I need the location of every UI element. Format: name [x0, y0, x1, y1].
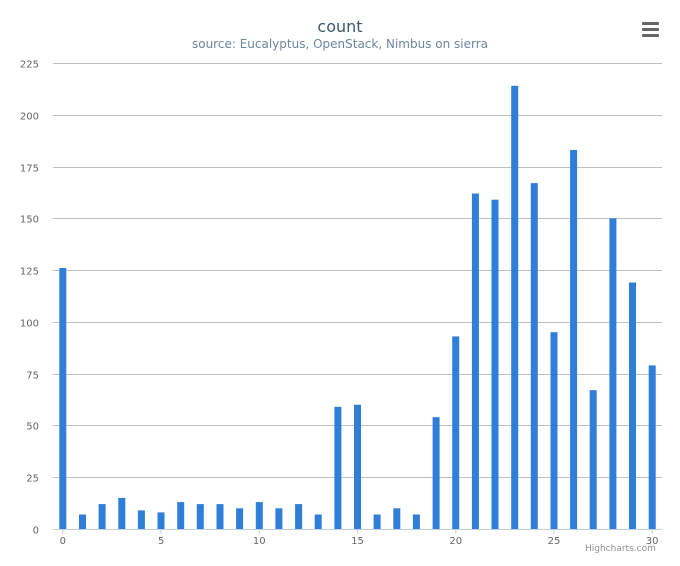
bar — [157, 512, 165, 529]
y-tick-label: 100 — [20, 319, 39, 330]
bar — [354, 404, 361, 529]
bar — [629, 282, 636, 529]
bar — [255, 502, 263, 529]
bar — [177, 502, 185, 529]
bar — [393, 508, 401, 529]
bar — [137, 510, 145, 529]
x-tick-label: 20 — [449, 536, 462, 547]
y-tick-label: 125 — [20, 267, 39, 278]
y-tick-label: 200 — [20, 112, 39, 123]
bar — [609, 218, 617, 530]
chart-title: count — [317, 17, 363, 36]
bar — [334, 406, 342, 529]
bar — [491, 199, 499, 529]
bar — [275, 508, 283, 529]
bar — [530, 183, 538, 529]
bar — [570, 150, 578, 529]
credits-link[interactable]: Highcharts.com — [585, 544, 656, 554]
bar — [373, 514, 381, 529]
chart-subtitle: source: Eucalyptus, OpenStack, Nimbus on… — [191, 37, 489, 51]
bar — [550, 332, 558, 529]
y-tick-label: 50 — [26, 422, 39, 433]
y-tick-label: 150 — [20, 215, 39, 226]
bar — [589, 390, 597, 529]
bar — [236, 508, 244, 529]
bar — [511, 85, 519, 530]
bar — [471, 193, 479, 529]
menu-icon-line — [641, 21, 659, 25]
y-tick-label: 25 — [26, 474, 39, 485]
x-tick-label: 5 — [158, 536, 164, 547]
bar — [452, 336, 460, 529]
bar — [648, 365, 656, 529]
bar — [216, 504, 224, 529]
bar — [196, 504, 204, 529]
x-tick-label: 0 — [60, 536, 66, 547]
x-tick-label: 15 — [351, 536, 364, 547]
x-tick-label: 30 — [646, 536, 659, 547]
y-tick-label: 225 — [20, 60, 39, 71]
x-tick-label: 10 — [253, 536, 266, 547]
bar — [79, 514, 86, 529]
y-tick-label: 75 — [26, 371, 39, 382]
bar — [295, 504, 303, 529]
y-tick-label: 0 — [33, 526, 39, 537]
bar — [118, 497, 126, 529]
bar — [98, 504, 106, 529]
bar — [412, 514, 420, 529]
menu-icon-line — [641, 33, 659, 37]
bar — [314, 514, 322, 529]
menu-icon[interactable] — [638, 18, 662, 40]
y-tick-label: 175 — [20, 164, 39, 175]
bar — [59, 268, 67, 529]
x-tick-label: 25 — [548, 536, 561, 547]
menu-icon-line — [641, 27, 659, 31]
bar — [432, 417, 440, 529]
